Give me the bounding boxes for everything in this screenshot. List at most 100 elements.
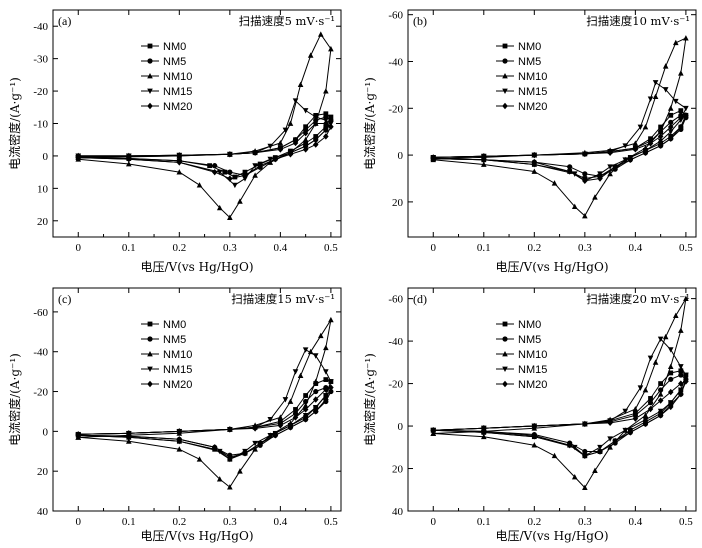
y-tick-label: -40 — [388, 56, 403, 68]
legend-entry: NM5 — [141, 334, 186, 346]
data-point — [672, 312, 679, 319]
x-tick-label: 0.4 — [628, 516, 642, 528]
plot-frame — [407, 9, 697, 238]
series-nm20 — [430, 112, 689, 185]
data-point — [667, 363, 674, 369]
series-line-nm10 — [432, 37, 687, 217]
legend-entry: NM15 — [141, 364, 192, 376]
data-point — [125, 438, 132, 444]
y-tick-label: 0 — [398, 150, 404, 162]
y-tick-label: 20 — [392, 197, 404, 209]
legend-label: NM5 — [518, 334, 541, 346]
data-point — [592, 194, 598, 200]
legend-entry: NM5 — [496, 334, 541, 346]
data-point — [582, 212, 588, 219]
data-point — [227, 484, 233, 490]
data-point — [627, 156, 634, 163]
data-point — [302, 347, 309, 353]
data-point — [75, 432, 82, 439]
data-point — [657, 397, 664, 404]
legend-marker-diamond — [147, 380, 153, 388]
data-point — [297, 372, 304, 379]
data-point — [637, 385, 644, 391]
legend-marker-square — [147, 321, 153, 327]
legend-entry: NM0 — [496, 41, 541, 53]
data-point — [480, 433, 487, 440]
data-point — [267, 432, 274, 439]
data-point — [430, 155, 437, 162]
panel-c: 0 0.1 0.2 0.3 0.4 0.5 -60 -40 -20 0 20 40 (c) 扫描速度15 … — [7, 287, 342, 543]
data-point — [323, 120, 329, 127]
data-point — [678, 327, 684, 333]
data-point — [647, 400, 654, 406]
plot-frame — [52, 9, 342, 238]
data-point — [571, 203, 578, 209]
series-line-nm15 — [432, 338, 687, 457]
data-point — [302, 130, 309, 137]
data-point — [232, 174, 238, 180]
legend-entry: NM20 — [496, 379, 547, 391]
legend-marker-diamond — [502, 102, 508, 110]
data-point — [662, 333, 669, 340]
plot-frame — [407, 287, 697, 512]
data-point — [657, 142, 664, 149]
legend-label: NM0 — [518, 41, 541, 53]
data-point — [668, 370, 674, 376]
panel-a: 0 0.1 0.2 0.3 0.4 0.5 -40 -30 -20 -10 0 10 20 (a) 扫描速度… — [7, 9, 342, 274]
data-point — [125, 152, 132, 160]
legend-entry: NM0 — [496, 319, 541, 331]
data-point — [292, 414, 299, 421]
data-point — [582, 484, 588, 491]
data-point — [597, 444, 603, 451]
data-point — [607, 170, 613, 177]
data-point — [313, 134, 319, 139]
data-point — [531, 158, 538, 166]
data-point — [632, 406, 639, 412]
data-point — [668, 119, 674, 125]
data-point — [683, 35, 689, 41]
data-point — [272, 432, 279, 439]
data-point — [302, 402, 309, 408]
x-axis-title: 电压/V(vs Hg/HgO) — [141, 529, 254, 543]
legend-entry: NM15 — [496, 86, 547, 98]
legend-entry: NM0 — [141, 41, 186, 53]
data-point — [176, 152, 183, 159]
data-point — [657, 133, 664, 140]
data-point — [642, 124, 649, 130]
series-nm10 — [430, 295, 689, 491]
data-point — [567, 164, 573, 170]
data-point — [292, 369, 299, 375]
data-point — [683, 112, 689, 119]
data-point — [480, 156, 487, 163]
data-point — [582, 420, 588, 428]
data-point — [612, 163, 618, 170]
data-point — [277, 139, 284, 146]
data-point — [287, 424, 294, 431]
data-point — [297, 81, 304, 87]
data-point — [328, 45, 334, 52]
legend-label: NM10 — [518, 349, 547, 361]
y-tick-label: -20 — [388, 103, 403, 115]
series-line-nm15 — [77, 349, 332, 460]
data-point — [657, 391, 664, 397]
data-point — [323, 377, 329, 382]
data-point — [582, 150, 588, 158]
data-point — [678, 368, 684, 374]
data-point — [252, 446, 258, 452]
y-tick-label: 10 — [37, 183, 49, 195]
legend-label: NM20 — [163, 379, 192, 391]
data-point — [672, 39, 679, 46]
data-point — [683, 295, 689, 302]
legend-entry: NM15 — [496, 364, 547, 376]
y-tick-label: 20 — [37, 216, 49, 228]
data-point — [277, 422, 284, 429]
series-line-nm20 — [77, 387, 332, 458]
series-nm20 — [430, 378, 689, 459]
data-point — [652, 93, 659, 99]
data-point — [632, 140, 639, 146]
data-point — [317, 31, 324, 37]
legend-entry: NM20 — [141, 101, 192, 113]
data-point — [237, 198, 243, 204]
data-point — [652, 80, 659, 86]
